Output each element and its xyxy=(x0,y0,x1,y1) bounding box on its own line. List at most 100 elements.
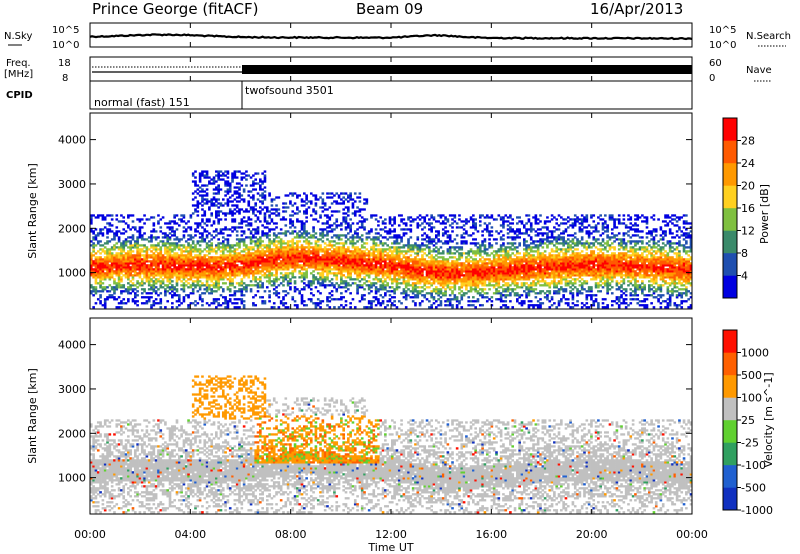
power-cell xyxy=(305,276,308,279)
power-cell xyxy=(314,218,318,221)
power-cell xyxy=(319,258,322,261)
power-cell xyxy=(307,264,311,267)
power-cell xyxy=(305,216,308,219)
power-cell xyxy=(175,246,179,249)
power-cell xyxy=(164,274,167,277)
power-cell xyxy=(316,290,320,293)
power-cell xyxy=(159,270,163,273)
power-cell xyxy=(448,270,452,273)
power-cell xyxy=(335,260,339,263)
power-cell xyxy=(161,258,165,261)
power-cell xyxy=(388,274,392,277)
power-cell xyxy=(458,278,461,281)
power-cell xyxy=(474,266,477,269)
power-cell xyxy=(344,250,348,253)
power-cell xyxy=(384,292,387,295)
power-cell xyxy=(270,204,274,207)
power-cell xyxy=(171,274,174,277)
power-cell xyxy=(430,226,433,229)
power-cell xyxy=(184,272,188,275)
power-cell xyxy=(344,206,348,209)
power-cell xyxy=(458,270,461,273)
power-cell xyxy=(279,218,283,221)
power-cell xyxy=(490,216,494,219)
power-cell xyxy=(372,264,376,267)
power-cell xyxy=(409,258,413,261)
power-cell xyxy=(212,198,216,201)
power-cell xyxy=(379,252,383,255)
nave-label: Nave xyxy=(746,65,772,76)
power-cell xyxy=(305,258,308,261)
power-cell xyxy=(208,274,211,277)
power-cell xyxy=(147,240,151,243)
power-cell xyxy=(286,206,290,209)
power-cell xyxy=(377,220,380,223)
power-cell xyxy=(231,200,234,203)
power-cell xyxy=(344,256,348,259)
power-cell xyxy=(388,290,392,293)
power-cell xyxy=(131,238,135,241)
power-cell xyxy=(458,226,461,229)
power-cell xyxy=(416,222,420,225)
power-cell xyxy=(314,210,318,213)
power-cell xyxy=(90,290,93,293)
power-cell xyxy=(469,276,473,279)
power-cell xyxy=(400,252,403,255)
power-cell xyxy=(96,276,100,279)
power-cell xyxy=(233,218,237,221)
power-cell xyxy=(330,250,334,253)
power-cell xyxy=(101,260,105,263)
power-cell xyxy=(110,248,114,251)
power-cell xyxy=(351,244,355,247)
power-cell xyxy=(275,204,278,207)
power-cell xyxy=(184,262,188,265)
power-cell xyxy=(115,298,119,301)
power-cell xyxy=(316,304,320,307)
power-cell xyxy=(388,294,392,297)
power-cell xyxy=(272,288,276,291)
power-cell xyxy=(263,186,267,189)
power-cell xyxy=(279,250,283,253)
power-cell xyxy=(483,270,487,273)
power-cell xyxy=(238,222,241,225)
power-cell xyxy=(395,266,399,269)
power-cell xyxy=(187,258,190,261)
power-cell xyxy=(115,234,119,237)
power-cell xyxy=(191,192,195,195)
power-cell xyxy=(224,272,227,275)
power-cell xyxy=(152,222,156,225)
power-cell xyxy=(161,254,165,257)
power-cell xyxy=(356,284,359,287)
power-cell xyxy=(279,238,283,241)
power-cell xyxy=(233,290,237,293)
power-cell xyxy=(175,278,179,281)
power-cell xyxy=(453,280,457,283)
power-cell xyxy=(481,234,484,237)
power-cell xyxy=(143,282,146,285)
power-cell xyxy=(147,288,151,291)
power-cell xyxy=(210,200,214,203)
power-cell xyxy=(247,222,251,225)
power-cell xyxy=(351,264,355,267)
power-cell xyxy=(388,260,392,263)
power-cell xyxy=(365,264,369,267)
power-cell xyxy=(217,258,220,261)
power-cell xyxy=(210,268,214,271)
power-cell xyxy=(423,264,427,267)
power-cell xyxy=(187,270,190,273)
power-cell xyxy=(430,278,433,281)
power-cell xyxy=(423,218,427,221)
power-cell xyxy=(154,262,158,265)
power-cell xyxy=(465,266,468,269)
power-cell xyxy=(210,264,214,267)
power-cell xyxy=(309,266,313,269)
power-cell xyxy=(152,268,156,271)
power-cell xyxy=(108,290,112,293)
power-cell xyxy=(92,230,95,233)
power-cell xyxy=(428,248,431,251)
power-cell xyxy=(303,260,306,263)
power-cell xyxy=(242,238,246,241)
power-cell xyxy=(434,300,438,303)
power-cell xyxy=(166,242,170,245)
power-cell xyxy=(319,282,322,285)
